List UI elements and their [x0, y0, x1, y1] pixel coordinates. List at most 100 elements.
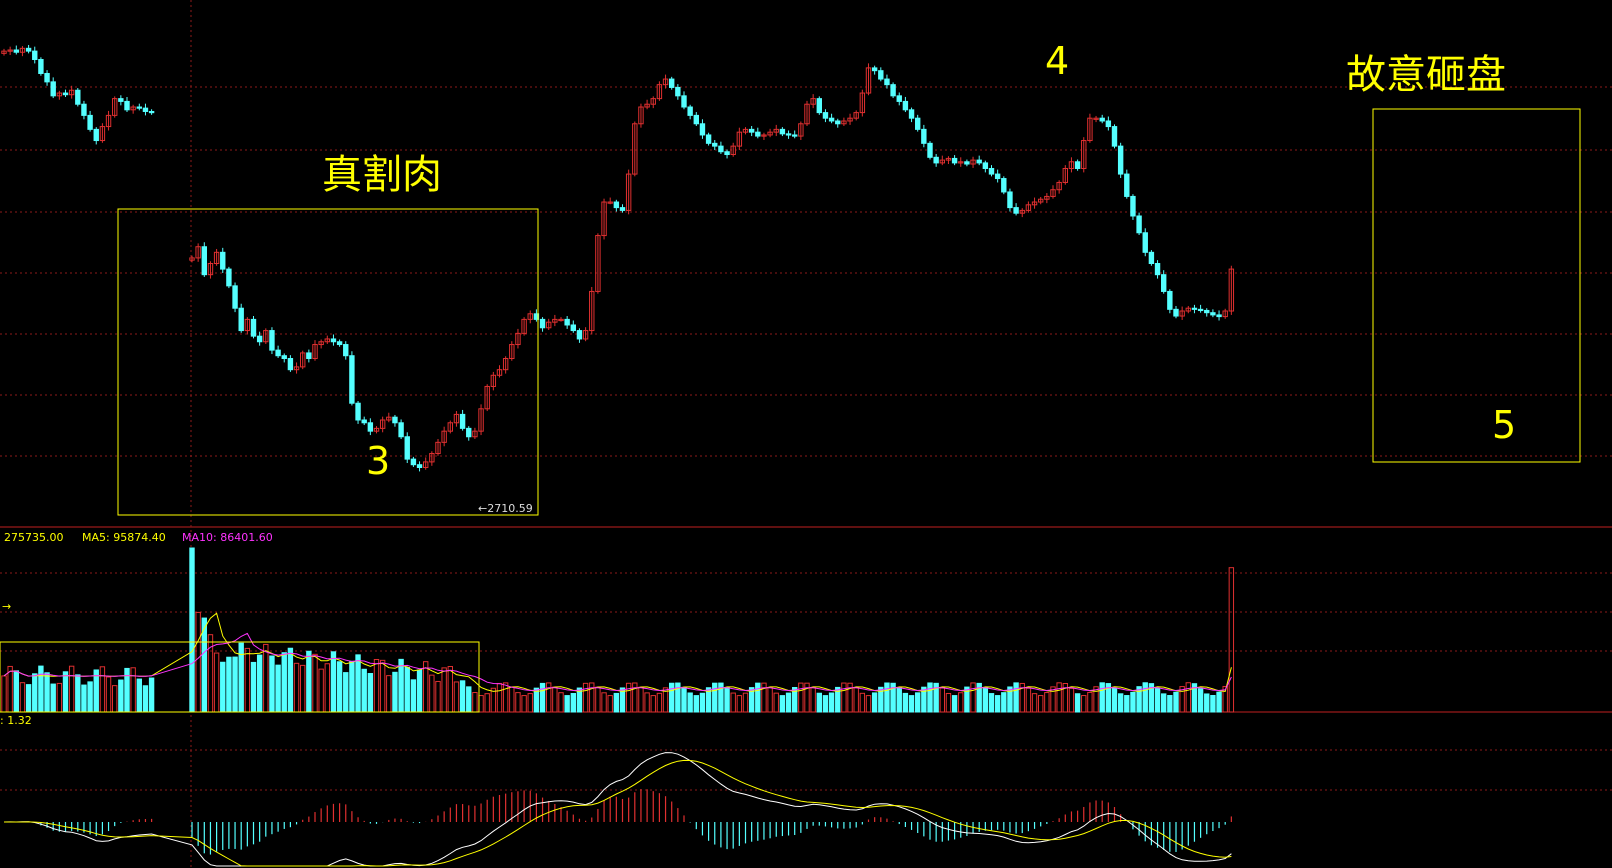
candle-down: [687, 106, 693, 116]
candle-down: [361, 419, 367, 424]
candle-down: [724, 151, 730, 156]
volume-bar: [355, 654, 361, 713]
volume-bar: [1228, 567, 1235, 713]
volume-bar: [1191, 683, 1198, 713]
macd-value-label: : 1.32: [0, 714, 32, 727]
candle-down: [1204, 309, 1210, 314]
candle-down: [93, 128, 99, 142]
volume-bar: [1216, 691, 1222, 713]
candle-down: [564, 318, 570, 326]
volume-bar: [748, 687, 755, 713]
candle-down: [619, 207, 626, 211]
candle-down: [1191, 307, 1198, 310]
volume-bar: [994, 695, 1001, 713]
volume-bar: [148, 677, 155, 713]
candle-down: [699, 123, 706, 136]
candle-down: [1197, 308, 1204, 312]
volume-bar: [798, 682, 804, 713]
box-zhen-ge-rou: [117, 208, 539, 516]
candle-down: [1099, 117, 1105, 122]
candle-down: [675, 86, 681, 97]
candle-up: [312, 344, 318, 360]
candle-down: [349, 355, 355, 404]
volume-bar: [1148, 683, 1155, 713]
volume-bar: [484, 693, 490, 713]
volume-bar: [933, 682, 939, 713]
candle-down: [915, 117, 921, 130]
volume-bar: [93, 669, 99, 713]
candle-down: [38, 59, 44, 74]
volume-bar: [1093, 686, 1099, 713]
volume-bar: [896, 687, 902, 713]
candle-down: [1013, 207, 1019, 214]
candle-down: [50, 81, 56, 97]
candle-down: [87, 114, 93, 130]
volume-bar: [1136, 686, 1142, 713]
candle-down: [835, 120, 841, 125]
candle-down: [142, 107, 149, 112]
volume-bar: [681, 686, 687, 713]
volume-bar: [890, 682, 896, 713]
volume-bar: [730, 692, 736, 713]
candle-up: [847, 117, 853, 122]
candle-down: [576, 330, 583, 340]
candle-down: [828, 117, 835, 122]
volume-bar: [755, 682, 761, 713]
volume-bar: [521, 695, 527, 713]
candle-down: [1173, 308, 1179, 317]
candle-up: [7, 49, 13, 52]
candle-up: [958, 161, 964, 164]
volume-bar: [625, 682, 632, 713]
candle-up: [662, 78, 669, 86]
candle-up: [19, 47, 26, 53]
candle-up: [1044, 195, 1050, 200]
candle-up: [324, 338, 331, 343]
volume-bar: [1173, 691, 1179, 713]
volume-bar: [1105, 683, 1112, 713]
candle-down: [1124, 173, 1130, 197]
candle-down: [976, 159, 982, 164]
volume-bar: [1185, 682, 1191, 713]
volume-bar: [1001, 692, 1007, 713]
volume-bar: [1167, 695, 1173, 713]
volume-bar: [1050, 686, 1056, 713]
volume-bar: [226, 656, 232, 713]
volume-bar: [515, 692, 521, 713]
volume-bar: [779, 695, 786, 713]
candle-up: [970, 159, 976, 165]
annotation-5: 5: [1492, 403, 1516, 447]
candle-down: [404, 436, 410, 460]
candle-up: [865, 67, 872, 94]
candle-up: [859, 92, 866, 114]
candle-up: [1081, 140, 1087, 169]
candle-up: [207, 263, 214, 276]
volume-bar: [607, 695, 613, 713]
volume-bar: [589, 682, 595, 713]
volume-bar: [232, 656, 238, 713]
candle-down: [994, 173, 1001, 180]
volume-grid: [0, 572, 1612, 652]
candle-up: [730, 145, 736, 156]
candle-up: [527, 313, 533, 320]
volume-bar: [970, 682, 976, 713]
volume-bar: [951, 695, 958, 713]
macd-grid: [0, 749, 1612, 791]
candle-up: [515, 332, 521, 346]
candle-up: [423, 461, 429, 468]
candle-down: [792, 134, 798, 137]
volume-bar: [1013, 682, 1019, 713]
volume-bar: [1031, 693, 1038, 713]
candle-up: [552, 318, 558, 323]
candle-up: [1050, 189, 1056, 197]
candle-down: [896, 95, 902, 102]
volume-bar: [699, 692, 706, 713]
volume-bar: [410, 679, 417, 713]
candle-down: [1001, 178, 1007, 193]
candle-up: [502, 358, 509, 371]
volume-bar: [527, 693, 533, 713]
candle-down: [921, 128, 927, 144]
candle-up: [244, 318, 251, 332]
volume-bar: [25, 684, 32, 713]
volume-bar: [1117, 693, 1124, 713]
